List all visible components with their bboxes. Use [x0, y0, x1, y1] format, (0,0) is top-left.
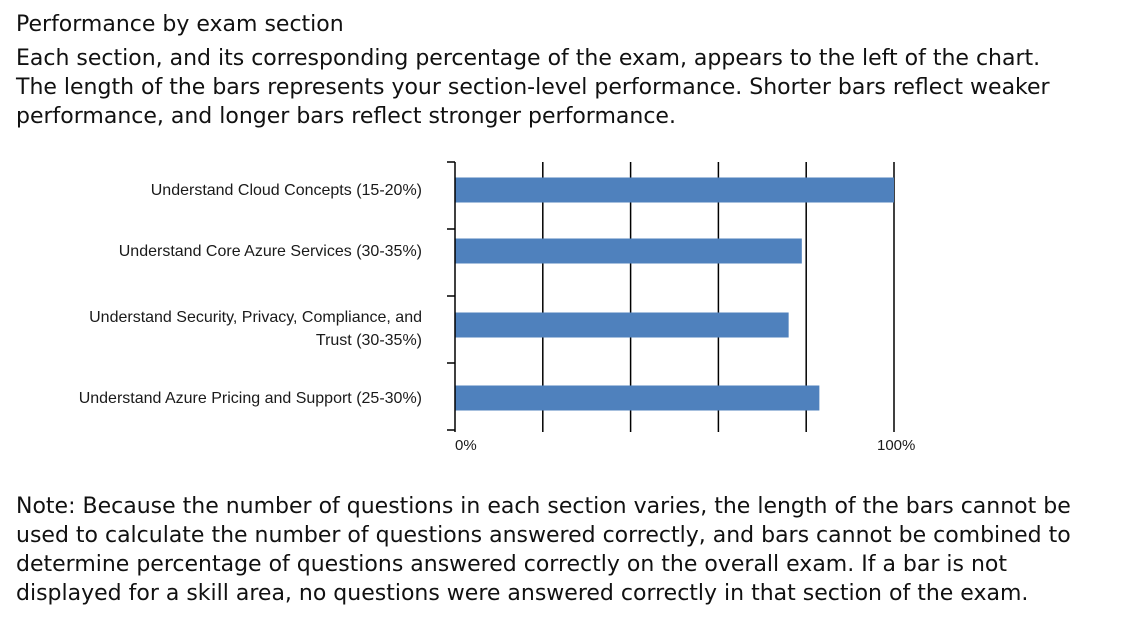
- chart-plot: [447, 161, 895, 432]
- description-line: performance, and longer bars reflect str…: [16, 104, 676, 129]
- category-label-line: Understand Cloud Concepts (15-20%): [150, 181, 422, 199]
- category-label-line: Understand Core Azure Services (30-35%): [118, 242, 422, 260]
- category-label: Understand Security, Privacy, Compliance…: [22, 306, 422, 352]
- note-line: displayed for a skill area, no questions…: [16, 581, 1029, 606]
- page-title: Performance by exam section: [16, 12, 344, 37]
- category-label: Understand Azure Pricing and Support (25…: [22, 387, 422, 410]
- bar: [455, 177, 894, 203]
- x-tick-label: 0%: [455, 437, 477, 454]
- description-line: The length of the bars represents your s…: [16, 75, 1050, 100]
- chart-description: Each section, and its corresponding perc…: [16, 44, 1111, 131]
- category-label-line: Understand Security, Privacy, Compliance…: [89, 309, 422, 326]
- x-tick-label: 100%: [877, 437, 916, 454]
- section-performance-chart: Understand Cloud Concepts (15-20%) Unders…: [0, 150, 1125, 470]
- category-label: Understand Core Azure Services (30-35%): [22, 240, 422, 263]
- bar: [455, 238, 802, 264]
- chart-note: Note: Because the number of questions in…: [16, 492, 1116, 608]
- note-line: Note: Because the number of questions in…: [16, 494, 1071, 519]
- bar: [455, 312, 789, 338]
- category-label-line: Trust (30-35%): [315, 332, 422, 349]
- note-line: determine percentage of questions answer…: [16, 552, 1007, 577]
- description-line: Each section, and its corresponding perc…: [16, 46, 1041, 71]
- category-label-line: Understand Azure Pricing and Support (25…: [78, 389, 422, 407]
- bar: [455, 385, 820, 411]
- note-line: used to calculate the number of question…: [16, 523, 1071, 548]
- category-label: Understand Cloud Concepts (15-20%): [22, 179, 422, 202]
